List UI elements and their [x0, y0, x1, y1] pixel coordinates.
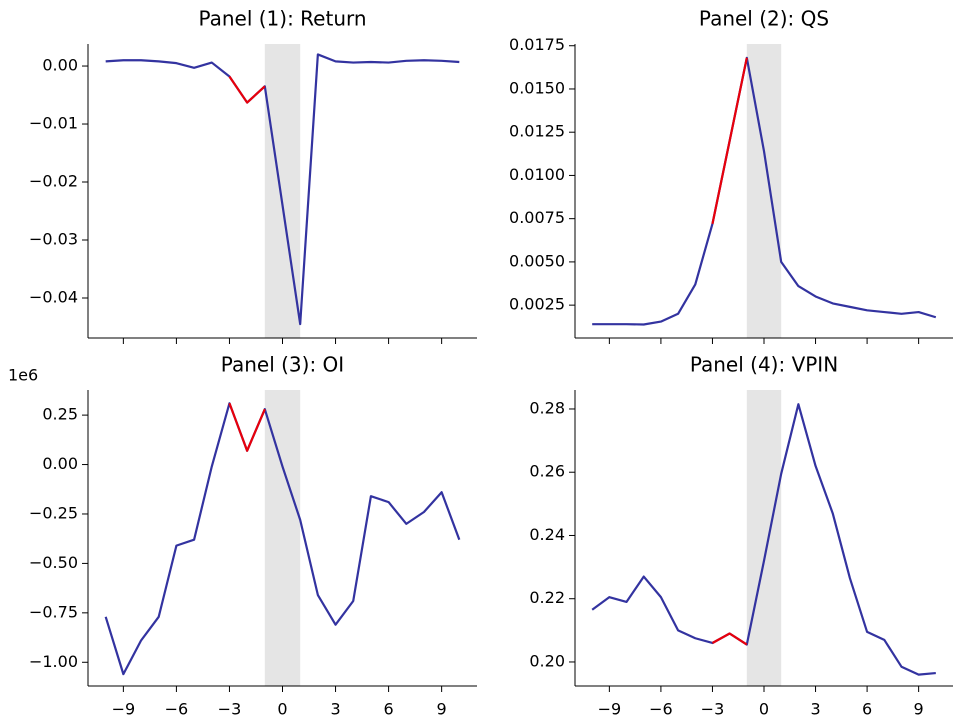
y-tick-label: −0.50	[29, 553, 78, 572]
y-tick-label: 0.0100	[509, 165, 565, 184]
y-tick-label: 0.0025	[509, 295, 565, 314]
x-tick-label: −6	[649, 700, 673, 719]
shade-span	[264, 390, 301, 686]
x-tick-label: 9	[437, 700, 447, 719]
y-tick-label: 0.20	[529, 651, 565, 670]
y-tick-label: 0.24	[529, 525, 565, 544]
y-tick-label: −0.03	[29, 230, 78, 249]
y-tick-label: 0.0175	[509, 35, 565, 54]
panel-title: Panel (3): OI	[221, 353, 344, 377]
panel-title: Panel (4): VPIN	[690, 353, 838, 377]
y-tick-label: −1.00	[29, 652, 78, 671]
offset-label: 1e6	[8, 366, 38, 385]
x-tick-label: −3	[701, 700, 725, 719]
y-tick-label: −0.75	[29, 602, 78, 621]
y-tick-label: 0.0075	[509, 208, 565, 227]
x-tick-label: −6	[165, 700, 189, 719]
y-tick-label: 0.25	[42, 405, 78, 424]
x-tick-label: 0	[277, 700, 287, 719]
panel-title: Panel (2): QS	[699, 7, 829, 31]
shade-span	[746, 390, 782, 686]
y-tick-label: −0.02	[29, 172, 78, 191]
x-tick-label: −9	[112, 700, 136, 719]
y-tick-label: −0.01	[29, 114, 78, 133]
x-tick-label: −3	[218, 700, 242, 719]
series-line	[104, 402, 461, 676]
x-tick-label: −9	[598, 700, 622, 719]
x-tick-label: 6	[862, 700, 872, 719]
x-tick-label: 6	[383, 700, 393, 719]
series-line	[105, 53, 460, 326]
y-tick-label: −0.25	[29, 503, 78, 522]
y-tick-label: 0.28	[529, 398, 565, 417]
highlight-line	[711, 632, 748, 646]
series-line	[591, 403, 936, 676]
panel-title: Panel (1): Return	[198, 7, 366, 31]
highlight-line	[228, 402, 266, 452]
y-tick-label: 0.0125	[509, 122, 565, 141]
series-line	[592, 56, 937, 326]
y-tick-label: 0.22	[529, 588, 565, 607]
x-tick-label: 3	[810, 700, 820, 719]
x-tick-label: 0	[759, 700, 769, 719]
highlight-line	[228, 75, 266, 104]
y-tick-label: 0.00	[42, 454, 78, 473]
y-tick-label: 0.00	[42, 56, 78, 75]
y-tick-label: 0.26	[529, 462, 565, 481]
y-tick-label: −0.04	[29, 287, 78, 306]
y-tick-label: 0.0050	[509, 251, 565, 270]
x-tick-label: 9	[914, 700, 924, 719]
x-tick-label: 3	[330, 700, 340, 719]
highlight-line	[711, 57, 748, 225]
y-tick-label: 0.0150	[509, 78, 565, 97]
